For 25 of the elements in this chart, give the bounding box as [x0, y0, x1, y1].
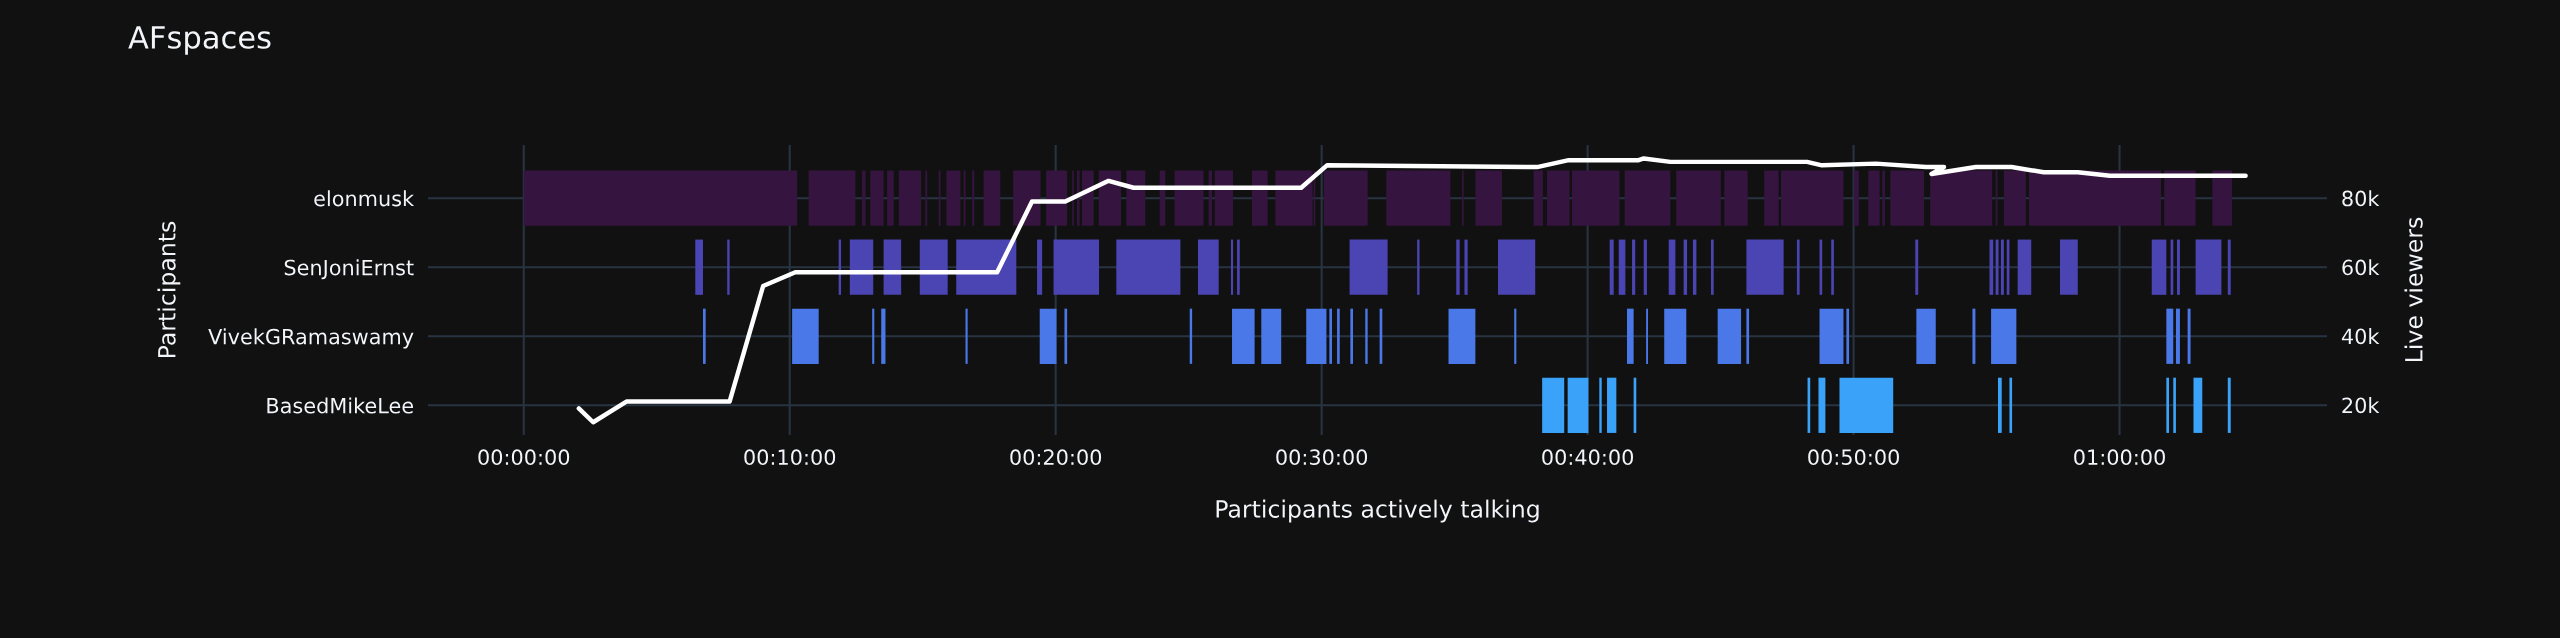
y-tick-label: 60k [2342, 259, 2380, 276]
x-axis-title: Participants actively talking [1216, 499, 1539, 523]
chart-title: AFspaces [128, 26, 271, 55]
y-axis-title: Participants [157, 221, 181, 358]
y-tick-label: BasedMikeLee [267, 397, 413, 414]
x-tick-label: 00:30:00 [1276, 449, 1368, 466]
x-tick-label: 00:20:00 [1010, 449, 1102, 466]
x-tick-label: 01:00:00 [2074, 449, 2165, 466]
y-tick-label: 80k [2342, 190, 2380, 207]
bar [2212, 170, 2233, 226]
bar [2028, 170, 2162, 226]
x-tick-label: 00:50:00 [1808, 449, 1899, 466]
y-tick-label: VivekGRamaswamy [208, 328, 414, 349]
y-tick-label: SenJoniErnst [284, 259, 414, 280]
bar [2003, 170, 2026, 226]
line-series [576, 156, 2248, 425]
bar [2164, 170, 2196, 226]
y-tick-label: 20k [2342, 397, 2380, 414]
y-axis-title: Live viewers [2404, 217, 2423, 361]
bar [1930, 170, 1993, 226]
y-tick-label: 40k [2341, 328, 2380, 345]
x-tick-label: 00:00:00 [478, 449, 570, 466]
x-tick-label: 00:10:00 [744, 449, 836, 466]
y-tick-label: elonmusk [314, 190, 415, 207]
x-tick-label: 00:40:00 [1542, 449, 1634, 466]
